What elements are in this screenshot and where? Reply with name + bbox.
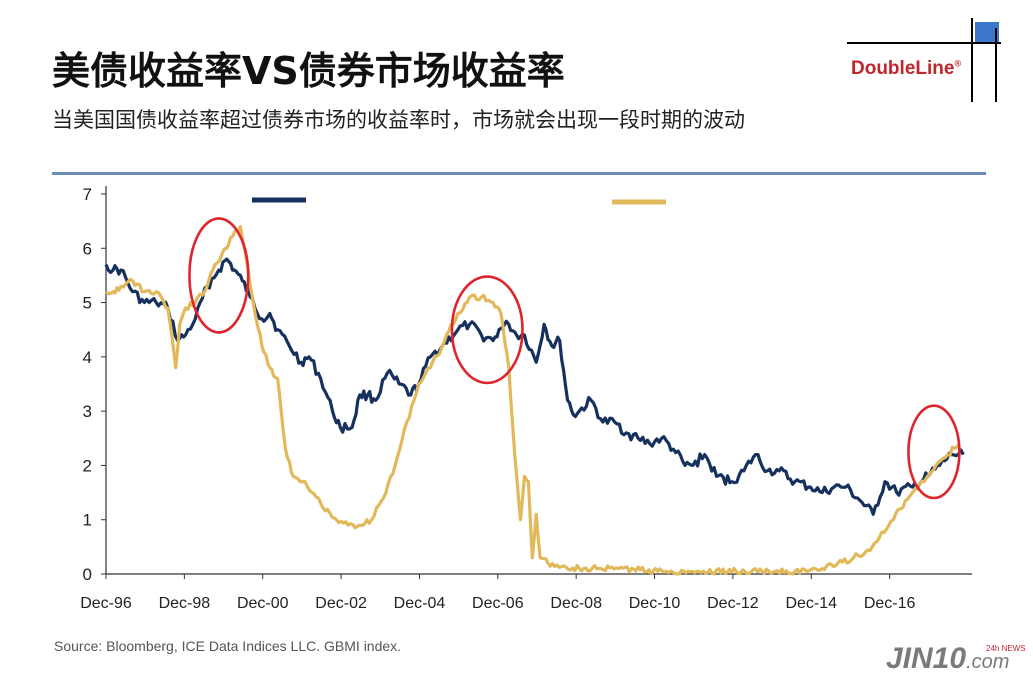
page-title: 美债收益率VS债券市场收益率 (52, 49, 565, 93)
logo-line (971, 18, 973, 102)
logo-line (847, 42, 1001, 44)
highlight-circle (188, 217, 250, 334)
x-tick-label: Dec-14 (785, 595, 837, 612)
series-line-treasury (104, 257, 965, 516)
x-tick-label: Dec-10 (629, 595, 681, 612)
x-tick-label: Dec-06 (472, 595, 524, 612)
highlight-circle (450, 275, 524, 385)
logo-text: DoubleLine® (851, 58, 962, 79)
jin10-watermark: JIN10.com (886, 642, 1010, 675)
x-tick-label: Dec-08 (550, 595, 602, 612)
page-subtitle: 当美国国债收益率超过债券市场的收益率时，市场就会出现一段时期的波动 (52, 108, 745, 132)
x-tick-label: Dec-02 (315, 595, 367, 612)
yield-chart: 0 1 2 3 4 5 6 7 Dec-96 Dec-98 Dec-00 Dec-02 Dec-04 De… (80, 185, 972, 612)
jin10-tag: 24h NEWS (986, 644, 1026, 653)
logo-blue-square (975, 22, 999, 44)
x-tick-label: Dec-16 (864, 595, 916, 612)
y-tick-label: 4 (83, 348, 92, 367)
y-tick-label: 2 (83, 456, 92, 475)
highlight-circle (907, 404, 961, 500)
source-note: Source: Bloomberg, ICE Data Indices LLC.… (54, 638, 402, 654)
x-tick-label: Dec-98 (159, 595, 211, 612)
y-tick-label: 0 (83, 565, 92, 584)
x-tick-label: Dec-00 (237, 595, 289, 612)
doubleline-logo: DoubleLine® (845, 18, 1005, 102)
logo-line (995, 28, 997, 102)
x-tick-label: Dec-04 (394, 595, 446, 612)
header-divider (52, 172, 986, 175)
y-tick-label: 5 (83, 294, 92, 313)
y-tick-label: 6 (83, 239, 92, 258)
y-tick-label: 7 (83, 185, 92, 204)
series-line-bond (104, 225, 961, 576)
x-tick-label: Dec-96 (80, 595, 132, 612)
y-tick-label: 3 (83, 402, 92, 421)
y-tick-label: 1 (83, 511, 92, 530)
x-tick-label: Dec-12 (707, 595, 759, 612)
logo-box (849, 48, 967, 90)
